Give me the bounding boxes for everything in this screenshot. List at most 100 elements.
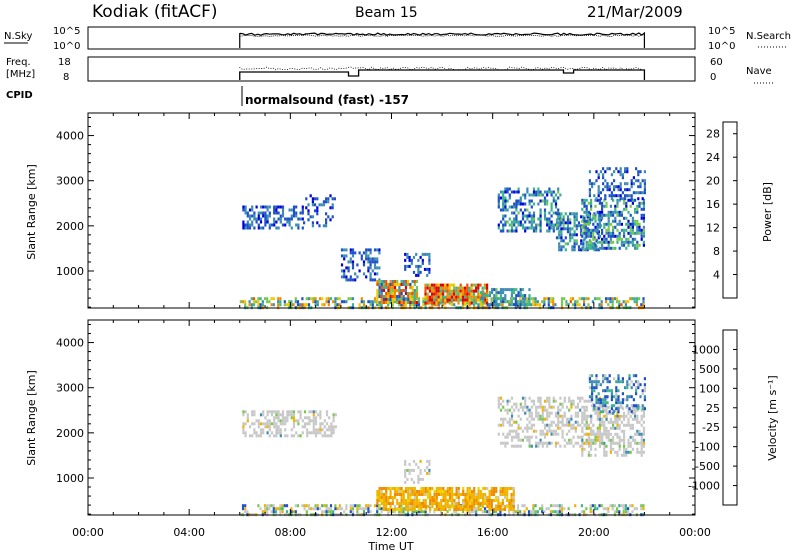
heatmap-cell (543, 217, 547, 221)
heatmap-cell (331, 203, 334, 207)
heatmap-cell (521, 217, 525, 221)
heatmap-cell (472, 510, 476, 514)
heatmap-cell (585, 234, 588, 238)
heatmap-cell (387, 298, 390, 301)
heatmap-cell (376, 301, 379, 304)
heatmap-cell (514, 297, 517, 301)
heatmap-cell (297, 217, 300, 221)
heatmap-cell (600, 504, 603, 508)
heatmap-cell (629, 213, 632, 217)
heatmap-cell (275, 205, 278, 209)
heatmap-cell (290, 434, 293, 438)
heatmap-cell (409, 505, 412, 508)
nave-tick-bottom: 0 (710, 72, 716, 83)
heatmap-cell (242, 220, 245, 224)
heatmap-cell (592, 246, 595, 250)
heatmap-cell (400, 283, 403, 286)
heatmap-cell (504, 199, 507, 203)
heatmap-cell (301, 425, 304, 429)
heatmap-cell (429, 487, 432, 490)
heatmap-cell (580, 297, 583, 301)
heatmap-cell (504, 220, 507, 224)
heatmap-cell (591, 395, 594, 399)
heatmap-cell (349, 251, 352, 255)
heatmap-cell (627, 438, 630, 442)
heatmap-cell (599, 401, 602, 405)
heatmap-cell (524, 405, 527, 409)
heatmap-cell (508, 303, 511, 307)
heatmap-cell (547, 303, 550, 307)
heatmap-cell (620, 240, 623, 244)
heatmap-cell (573, 248, 576, 252)
heatmap-cell (528, 202, 531, 206)
heatmap-cell (417, 273, 420, 277)
heatmap-cell (609, 210, 612, 214)
heatmap-cell (424, 487, 427, 490)
heatmap-cell (332, 416, 335, 420)
heatmap-cell (598, 240, 601, 244)
heatmap-cell (391, 496, 394, 499)
heatmap-cell (627, 237, 630, 241)
heatmap-cell (415, 499, 419, 502)
heatmap-cell (371, 278, 374, 282)
heatmap-cell (362, 300, 366, 304)
heatmap-cell (501, 493, 504, 496)
heatmap-cell (537, 396, 540, 400)
heatmap-cell (502, 432, 505, 436)
heatmap-cell (609, 447, 612, 451)
heatmap-cell (614, 210, 617, 214)
heatmap-cell (321, 297, 324, 301)
heatmap-cell (569, 230, 572, 234)
heatmap-cell (417, 297, 421, 301)
heatmap-cell (466, 499, 469, 502)
heatmap-cell (539, 399, 542, 403)
heatmap-cell (593, 380, 596, 384)
heatmap-cell (524, 294, 527, 298)
heatmap-cell (601, 216, 604, 220)
heatmap-cell (612, 441, 615, 445)
heatmap-cell (642, 225, 645, 229)
heatmap-cell (391, 303, 394, 307)
heatmap-cell (439, 301, 442, 305)
heatmap-cell (624, 398, 627, 402)
heatmap-cell (468, 286, 471, 290)
heatmap-cell (472, 295, 475, 299)
heatmap-cell (266, 205, 269, 209)
heatmap-cell (419, 270, 422, 274)
heatmap-cell (526, 426, 529, 430)
heatmap-cell (408, 468, 411, 472)
heatmap-cell (557, 214, 560, 218)
heatmap-cell (292, 422, 296, 426)
heatmap-cell (398, 508, 401, 511)
heatmap-cell (268, 425, 271, 429)
heatmap-cell (610, 407, 613, 411)
heatmap-cell (543, 211, 547, 215)
heatmap-cell (581, 435, 584, 439)
heatmap-cell (340, 275, 344, 279)
heatmap-cell (440, 502, 443, 505)
heatmap-cell (424, 499, 427, 502)
heatmap-cell (419, 471, 422, 475)
heatmap-cell (537, 417, 540, 421)
heatmap-cell (637, 185, 640, 189)
heatmap-cell (373, 248, 377, 252)
heatmap-cell (583, 222, 586, 226)
heatmap-cell (279, 214, 282, 218)
heatmap-cell (437, 487, 441, 490)
heatmap-cell (519, 202, 522, 206)
heatmap-cell (566, 215, 570, 219)
heatmap-cell (376, 257, 379, 261)
heatmap-cell (398, 298, 401, 301)
heatmap-cell (543, 297, 546, 301)
heatmap-cell (435, 286, 438, 290)
heatmap-cell (596, 222, 599, 226)
heatmap-cell (569, 300, 572, 304)
heatmap-cell (642, 504, 645, 508)
heatmap-cell (603, 237, 606, 241)
heatmap-cell (545, 297, 548, 301)
heatmap-cell (618, 210, 621, 214)
heatmap-cell (516, 510, 520, 514)
heatmap-cell (517, 438, 520, 442)
heatmap-cell (616, 222, 619, 226)
heatmap-cell (431, 283, 434, 287)
